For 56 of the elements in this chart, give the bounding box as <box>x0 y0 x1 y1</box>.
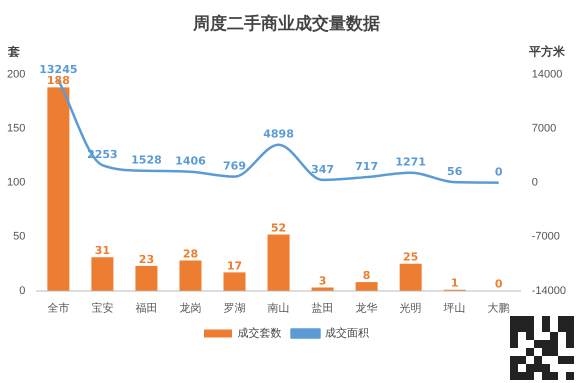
x-tick-label: 罗湖 <box>224 302 246 314</box>
y2-axis-title: 平方米 <box>528 44 566 59</box>
x-tick-label: 盐田 <box>312 301 334 314</box>
y-tick-label: 200 <box>6 68 26 80</box>
bar <box>312 288 334 291</box>
bar <box>91 257 114 291</box>
y-tick-label: 150 <box>6 122 26 135</box>
data-label: 769 <box>223 160 246 173</box>
data-label: 1406 <box>175 154 206 168</box>
x-tick-label: 大鹏 <box>488 301 510 314</box>
data-label: 23 <box>138 252 154 266</box>
y2-tick-label: -14000 <box>532 284 566 297</box>
data-label: 1271 <box>395 156 426 169</box>
chart-title: 周度二手商业成交量数据 <box>192 14 380 33</box>
data-label: 1528 <box>131 154 162 167</box>
data-label: 347 <box>311 162 334 176</box>
bar <box>224 272 246 291</box>
bar <box>268 234 290 291</box>
y2-tick-label: -7000 <box>532 230 560 243</box>
data-label: 717 <box>355 160 378 173</box>
data-label: 56 <box>447 165 463 178</box>
y2-tick-label: 14000 <box>532 68 562 80</box>
y2-tick-label: 7000 <box>532 122 556 135</box>
bar <box>47 87 70 291</box>
data-label: 4898 <box>263 128 294 141</box>
data-label: 31 <box>94 244 110 258</box>
y-tick-label: 0 <box>19 284 26 297</box>
data-label: 1 <box>450 276 459 290</box>
y2-tick-label: 0 <box>532 176 538 189</box>
x-tick-label: 南山 <box>268 301 290 314</box>
x-tick-label: 龙华 <box>356 301 378 314</box>
data-label: 13245 <box>39 63 78 76</box>
x-tick-label: 全市 <box>47 301 70 314</box>
y-axis-title: 套 <box>7 44 20 59</box>
legend-label: 成交套数 <box>238 326 282 340</box>
x-tick-label: 宝安 <box>91 301 114 314</box>
data-label: 8 <box>362 269 370 282</box>
x-tick-label: 龙岗 <box>179 301 202 314</box>
y-tick-label: 50 <box>13 230 26 243</box>
x-tick-label: 福田 <box>135 301 158 314</box>
data-label: 52 <box>270 221 286 234</box>
legend-label: 成交面积 <box>325 326 369 340</box>
bar <box>400 264 422 291</box>
x-tick-label: 坪山 <box>442 301 466 314</box>
data-label: 17 <box>226 259 242 272</box>
bar <box>179 260 202 291</box>
data-label: 25 <box>403 250 418 264</box>
data-label: 0 <box>494 165 503 178</box>
y-tick-label: 100 <box>6 176 26 189</box>
data-label: 0 <box>494 278 503 291</box>
bar <box>356 282 378 291</box>
x-tick-label: 光明 <box>400 301 422 314</box>
data-label: 188 <box>46 74 70 88</box>
data-label: 3 <box>318 274 326 288</box>
data-label: 28 <box>182 247 198 260</box>
bar <box>135 266 158 291</box>
